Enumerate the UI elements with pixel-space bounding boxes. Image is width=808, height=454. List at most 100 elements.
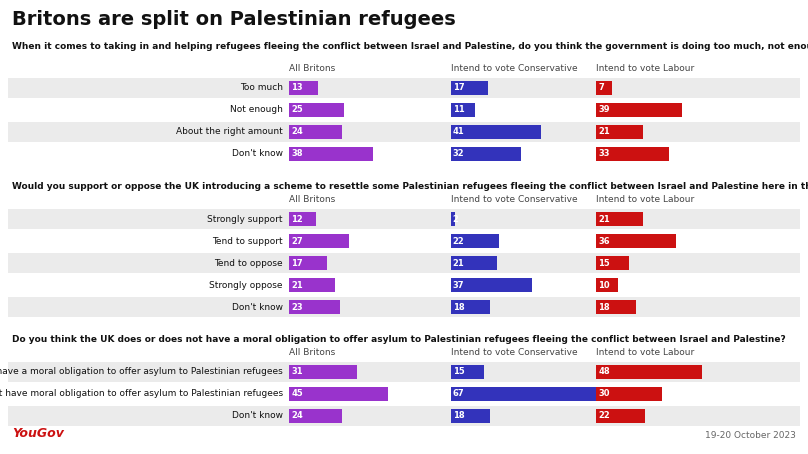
Text: Strongly support: Strongly support: [208, 214, 283, 223]
Text: Do you think the UK does or does not have a moral obligation to offer asylum to : Do you think the UK does or does not hav…: [12, 335, 785, 344]
Text: 11: 11: [452, 105, 465, 114]
Text: About the right amount: About the right amount: [176, 128, 283, 137]
Text: YouGov: YouGov: [12, 427, 64, 440]
Bar: [596, 147, 669, 161]
Text: Not enough: Not enough: [230, 105, 283, 114]
Text: 2: 2: [452, 214, 459, 223]
Text: Strongly oppose: Strongly oppose: [209, 281, 283, 290]
Bar: [289, 278, 335, 292]
Bar: [451, 147, 521, 161]
Bar: [451, 256, 497, 270]
Text: 33: 33: [598, 149, 610, 158]
Text: All Britons: All Britons: [289, 348, 335, 357]
Bar: [289, 365, 357, 379]
Bar: [289, 300, 340, 314]
Bar: [451, 300, 490, 314]
Bar: [451, 103, 475, 117]
Text: 19-20 October 2023: 19-20 October 2023: [705, 431, 796, 440]
Text: 32: 32: [452, 149, 465, 158]
Text: 18: 18: [452, 411, 465, 420]
Text: 31: 31: [291, 367, 303, 376]
Text: 36: 36: [598, 237, 610, 246]
Text: 25: 25: [291, 105, 303, 114]
Text: 12: 12: [291, 214, 303, 223]
Text: 18: 18: [598, 302, 610, 311]
Bar: [289, 212, 316, 226]
Text: 38: 38: [291, 149, 303, 158]
Bar: [451, 125, 541, 139]
Bar: [596, 256, 629, 270]
Bar: [596, 234, 675, 248]
Bar: [289, 125, 342, 139]
Text: 21: 21: [291, 281, 303, 290]
Text: 48: 48: [598, 367, 610, 376]
Text: Intend to vote Labour: Intend to vote Labour: [596, 64, 695, 73]
Text: Does have a moral obligation to offer asylum to Palestinian refugees: Does have a moral obligation to offer as…: [0, 367, 283, 376]
Text: Tend to oppose: Tend to oppose: [214, 258, 283, 267]
Text: 15: 15: [452, 367, 465, 376]
Bar: [289, 234, 349, 248]
Text: When it comes to taking in and helping refugees fleeing the conflict between Isr: When it comes to taking in and helping r…: [12, 42, 808, 51]
Text: 67: 67: [452, 390, 465, 399]
Bar: [8, 362, 800, 382]
Text: 21: 21: [452, 258, 465, 267]
Text: 39: 39: [598, 105, 610, 114]
Text: Intend to vote Conservative: Intend to vote Conservative: [451, 195, 578, 204]
Bar: [8, 253, 800, 273]
Text: 10: 10: [598, 281, 610, 290]
Bar: [451, 409, 490, 423]
Bar: [451, 212, 455, 226]
Text: All Britons: All Britons: [289, 64, 335, 73]
Bar: [596, 409, 645, 423]
Text: Tend to support: Tend to support: [213, 237, 283, 246]
Text: Intend to vote Labour: Intend to vote Labour: [596, 348, 695, 357]
Text: Too much: Too much: [240, 84, 283, 93]
Bar: [289, 409, 342, 423]
Text: 21: 21: [598, 128, 610, 137]
Text: 17: 17: [452, 84, 465, 93]
Text: 18: 18: [452, 302, 465, 311]
Bar: [8, 78, 800, 98]
Bar: [289, 81, 318, 95]
Bar: [289, 147, 372, 161]
Text: 13: 13: [291, 84, 303, 93]
Text: Britons are split on Palestinian refugees: Britons are split on Palestinian refugee…: [12, 10, 456, 29]
Bar: [596, 278, 618, 292]
Bar: [596, 125, 642, 139]
Text: Intend to vote Conservative: Intend to vote Conservative: [451, 348, 578, 357]
Text: Don't know: Don't know: [232, 149, 283, 158]
Bar: [596, 212, 642, 226]
Text: Don't know: Don't know: [232, 302, 283, 311]
Text: Intend to vote Conservative: Intend to vote Conservative: [451, 64, 578, 73]
Bar: [596, 300, 636, 314]
Bar: [596, 387, 663, 401]
Text: Don't know: Don't know: [232, 411, 283, 420]
Bar: [8, 209, 800, 229]
Bar: [451, 365, 484, 379]
Bar: [289, 256, 326, 270]
Bar: [289, 387, 389, 401]
Text: 45: 45: [291, 390, 303, 399]
Bar: [596, 81, 612, 95]
Bar: [451, 81, 488, 95]
Bar: [596, 103, 682, 117]
Text: Intend to vote Labour: Intend to vote Labour: [596, 195, 695, 204]
Bar: [8, 297, 800, 317]
Bar: [596, 365, 702, 379]
Bar: [8, 406, 800, 426]
Bar: [451, 234, 499, 248]
Text: 24: 24: [291, 411, 303, 420]
Text: 37: 37: [452, 281, 465, 290]
Bar: [8, 122, 800, 142]
Text: 15: 15: [598, 258, 610, 267]
Text: 30: 30: [598, 390, 610, 399]
Text: All Britons: All Britons: [289, 195, 335, 204]
Text: 23: 23: [291, 302, 303, 311]
Text: 22: 22: [598, 411, 610, 420]
Text: 24: 24: [291, 128, 303, 137]
Bar: [451, 387, 598, 401]
Text: 17: 17: [291, 258, 303, 267]
Text: 22: 22: [452, 237, 465, 246]
Text: 7: 7: [598, 84, 604, 93]
Text: Would you support or oppose the UK introducing a scheme to resettle some Palesti: Would you support or oppose the UK intro…: [12, 182, 808, 191]
